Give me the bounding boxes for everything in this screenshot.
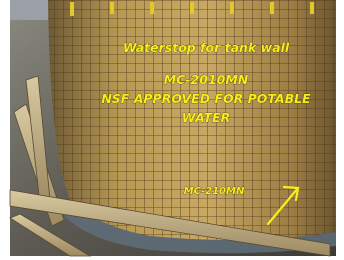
product-label: MC-2010MN <box>164 72 249 87</box>
approval-label: NSF APPROVED FOR POTABLE <box>101 91 311 106</box>
approval-label: WATER <box>182 110 231 125</box>
heading-label: Waterstop for tank wall <box>123 40 290 55</box>
photo: Waterstop for tank wall MC-2010MN NSF AP… <box>0 0 344 260</box>
page: {"labels": {"heading": "Waterstop for ta… <box>0 0 344 260</box>
callout-label: MC-210MN <box>184 186 245 197</box>
